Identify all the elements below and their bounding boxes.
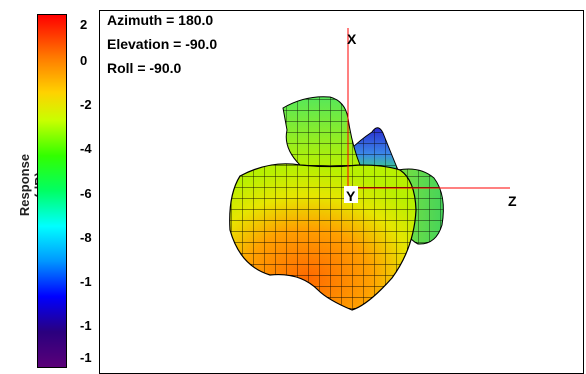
azimuth-label: Azimuth = 180.0	[107, 12, 214, 28]
colorbar-tick: -6	[80, 186, 92, 201]
z-axis-label: Z	[508, 193, 517, 209]
y-axis-label: Y	[346, 188, 356, 204]
elevation-label: Elevation = -90.0	[107, 36, 218, 52]
colorbar-tick: -8	[80, 230, 92, 245]
roll-label: Roll = -90.0	[107, 60, 182, 76]
colorbar	[37, 14, 67, 368]
colorbar-tick: -4	[80, 141, 92, 156]
colorbar-tick: -1	[80, 318, 92, 333]
colorbar-tick: 2	[80, 17, 88, 32]
colorbar-tick: -1	[80, 350, 92, 365]
colorbar-tick: 0	[80, 53, 88, 68]
colorbar-tick: -1	[80, 274, 92, 289]
colorbar-tick: -2	[80, 97, 92, 112]
x-axis-label: X	[347, 31, 357, 47]
